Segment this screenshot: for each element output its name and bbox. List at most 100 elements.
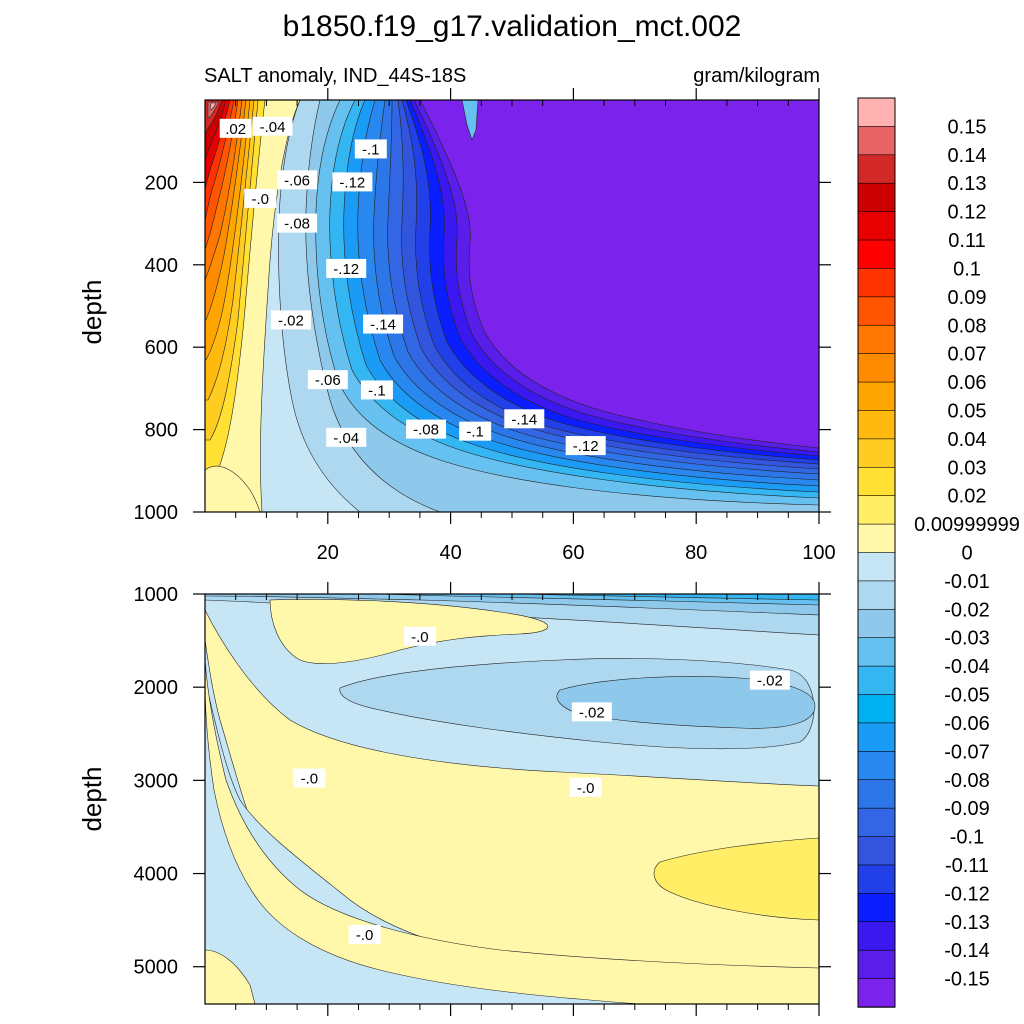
y-tick-label: 200 bbox=[145, 172, 178, 194]
colorbar-swatch bbox=[857, 438, 896, 468]
contour-label-text: -.02 bbox=[579, 704, 605, 721]
contour-label: -.1 bbox=[354, 139, 387, 159]
colorbar-label: 0.04 bbox=[948, 429, 987, 451]
contour-label: -.1 bbox=[459, 421, 492, 441]
colorbar-swatch bbox=[857, 807, 896, 838]
colorbar-swatch bbox=[857, 694, 896, 724]
colorbar-label: -0.1 bbox=[950, 827, 984, 849]
y-tick-label: 2000 bbox=[134, 677, 179, 699]
contour-label-text: -.0 bbox=[577, 780, 595, 797]
contour-label: -.06 bbox=[307, 370, 348, 390]
contour-label-box bbox=[749, 670, 790, 690]
lower-contour-field bbox=[205, 594, 819, 1004]
contour-label-box bbox=[332, 172, 373, 192]
colorbar-label: 0.05 bbox=[948, 400, 987, 422]
contour-label-box bbox=[403, 626, 436, 646]
contour-label: -.08 bbox=[406, 419, 447, 439]
contour-label-box bbox=[565, 436, 606, 456]
y-tick-label: 5000 bbox=[134, 957, 179, 979]
colorbar-label: -0.14 bbox=[944, 940, 990, 962]
contour-label: -.12 bbox=[332, 172, 373, 192]
colorbar-swatch bbox=[857, 523, 896, 554]
contour-label: -.06 bbox=[277, 170, 318, 190]
colorbar-swatch bbox=[857, 381, 896, 412]
y-tick-label: 4000 bbox=[134, 864, 179, 886]
contour-label-text: -.02 bbox=[757, 673, 783, 690]
contour-label-text: -.1 bbox=[368, 382, 386, 399]
contour-label-box bbox=[354, 139, 387, 159]
lower-panel: -.0 -.02 -.02 -.0 -.0 -.0 1000 2000 3000 4000 500… bbox=[77, 582, 831, 1016]
colorbar-swatch bbox=[857, 410, 896, 440]
contour-label: -.0 bbox=[569, 777, 602, 797]
x-tick-label: 20 bbox=[317, 542, 339, 564]
contour-label-box bbox=[277, 213, 318, 233]
contour-label-text: -.1 bbox=[466, 424, 484, 441]
contour-label-box bbox=[569, 777, 602, 797]
contour-label-text: -.12 bbox=[339, 174, 365, 191]
colorbar-label: -0.03 bbox=[944, 628, 990, 650]
colorbar: 0.15 0.14 0.13 0.12 0.11 0.1 0.09 0.08 0.07 0.06 0… bbox=[857, 97, 1020, 1008]
colorbar-label: -0.11 bbox=[945, 855, 989, 877]
contour-label-text: -.04 bbox=[333, 430, 359, 447]
colorbar-swatch bbox=[857, 921, 896, 951]
upper-contour-labels: .02 -.04 -.1 -.06 -.12 -.0 -.08 -.12 -.14 -.02 -.0… bbox=[219, 116, 606, 456]
contour-label-box bbox=[277, 170, 318, 190]
contour-label-text: -.12 bbox=[333, 261, 359, 278]
colorbar-swatch bbox=[857, 466, 896, 497]
contour-label-text: -.14 bbox=[370, 317, 396, 334]
x-tick-label: 40 bbox=[439, 542, 461, 564]
colorbar-label: -0.13 bbox=[944, 912, 990, 934]
contour-label-box bbox=[244, 188, 277, 208]
contour-label: -.0 bbox=[293, 768, 326, 788]
colorbar-label: -0.04 bbox=[944, 656, 990, 678]
colorbar-frame bbox=[857, 97, 896, 1008]
chart-title: b1850.f19_g17.validation_mct.002 bbox=[283, 10, 742, 43]
colorbar-swatch bbox=[857, 296, 896, 326]
chart-subtitle-left: SALT anomaly, IND_44S-18S bbox=[204, 65, 466, 87]
contour-label: -.02 bbox=[571, 702, 612, 722]
colorbar-label: 0.15 bbox=[948, 116, 987, 138]
colorbar-label: -0.15 bbox=[944, 969, 990, 991]
colorbar-label: 0.13 bbox=[948, 173, 987, 195]
contour-label-box bbox=[252, 116, 293, 136]
colorbar-label: 0.00999999 bbox=[914, 514, 1020, 536]
contour-label-box bbox=[326, 258, 367, 278]
colorbar-swatch bbox=[857, 978, 896, 1008]
colorbar-swatch bbox=[857, 949, 896, 980]
contour-label: -.14 bbox=[363, 314, 404, 334]
colorbar-swatch bbox=[857, 779, 896, 809]
contour-label-text: -.0 bbox=[301, 771, 319, 788]
lower-axis-ticks: 1000 2000 3000 4000 5000 bbox=[134, 582, 831, 1016]
contour-label-box bbox=[307, 370, 348, 390]
colorbar-label: 0.1 bbox=[953, 258, 981, 280]
colorbar-swatch bbox=[857, 211, 896, 241]
colorbar-label: 0.14 bbox=[948, 145, 987, 167]
contour-label-box bbox=[270, 310, 311, 330]
contour-label-box bbox=[504, 409, 545, 429]
upper-axis-ticks: 20 40 60 80 100 200 400 600 800 1000 bbox=[134, 88, 836, 564]
contour-label-text: -.02 bbox=[278, 312, 304, 329]
contour-label-text: -.06 bbox=[315, 372, 341, 389]
colorbar-label: 0.12 bbox=[948, 202, 987, 224]
colorbar-label: 0.11 bbox=[948, 230, 985, 252]
y-tick-label: 1000 bbox=[134, 584, 179, 606]
contour-label: -.02 bbox=[270, 310, 311, 330]
contour-label: -.04 bbox=[252, 116, 293, 136]
contour-label-text: -.08 bbox=[284, 216, 310, 233]
colorbar-swatch bbox=[857, 836, 896, 866]
contour-label-text: -.0 bbox=[252, 191, 270, 208]
colorbar-label: 0.08 bbox=[948, 315, 987, 337]
y-tick-label: 600 bbox=[145, 337, 178, 359]
contour-label-text: -.1 bbox=[362, 141, 380, 158]
colorbar-swatch bbox=[857, 154, 896, 184]
y-tick-label: 400 bbox=[145, 255, 178, 277]
colorbar-label: -0.05 bbox=[944, 685, 990, 707]
contour-label-box bbox=[348, 925, 381, 945]
contour-label-text: .02 bbox=[225, 121, 246, 138]
lower-y-axis-label: depth bbox=[77, 766, 107, 831]
contour-label-text: -.12 bbox=[573, 438, 599, 455]
contour-label-text: -.0 bbox=[356, 927, 374, 944]
chart-subtitle-right: gram/kilogram bbox=[693, 65, 820, 87]
contour-label: -.0 bbox=[244, 188, 277, 208]
contour-label-text: -.08 bbox=[413, 422, 439, 439]
